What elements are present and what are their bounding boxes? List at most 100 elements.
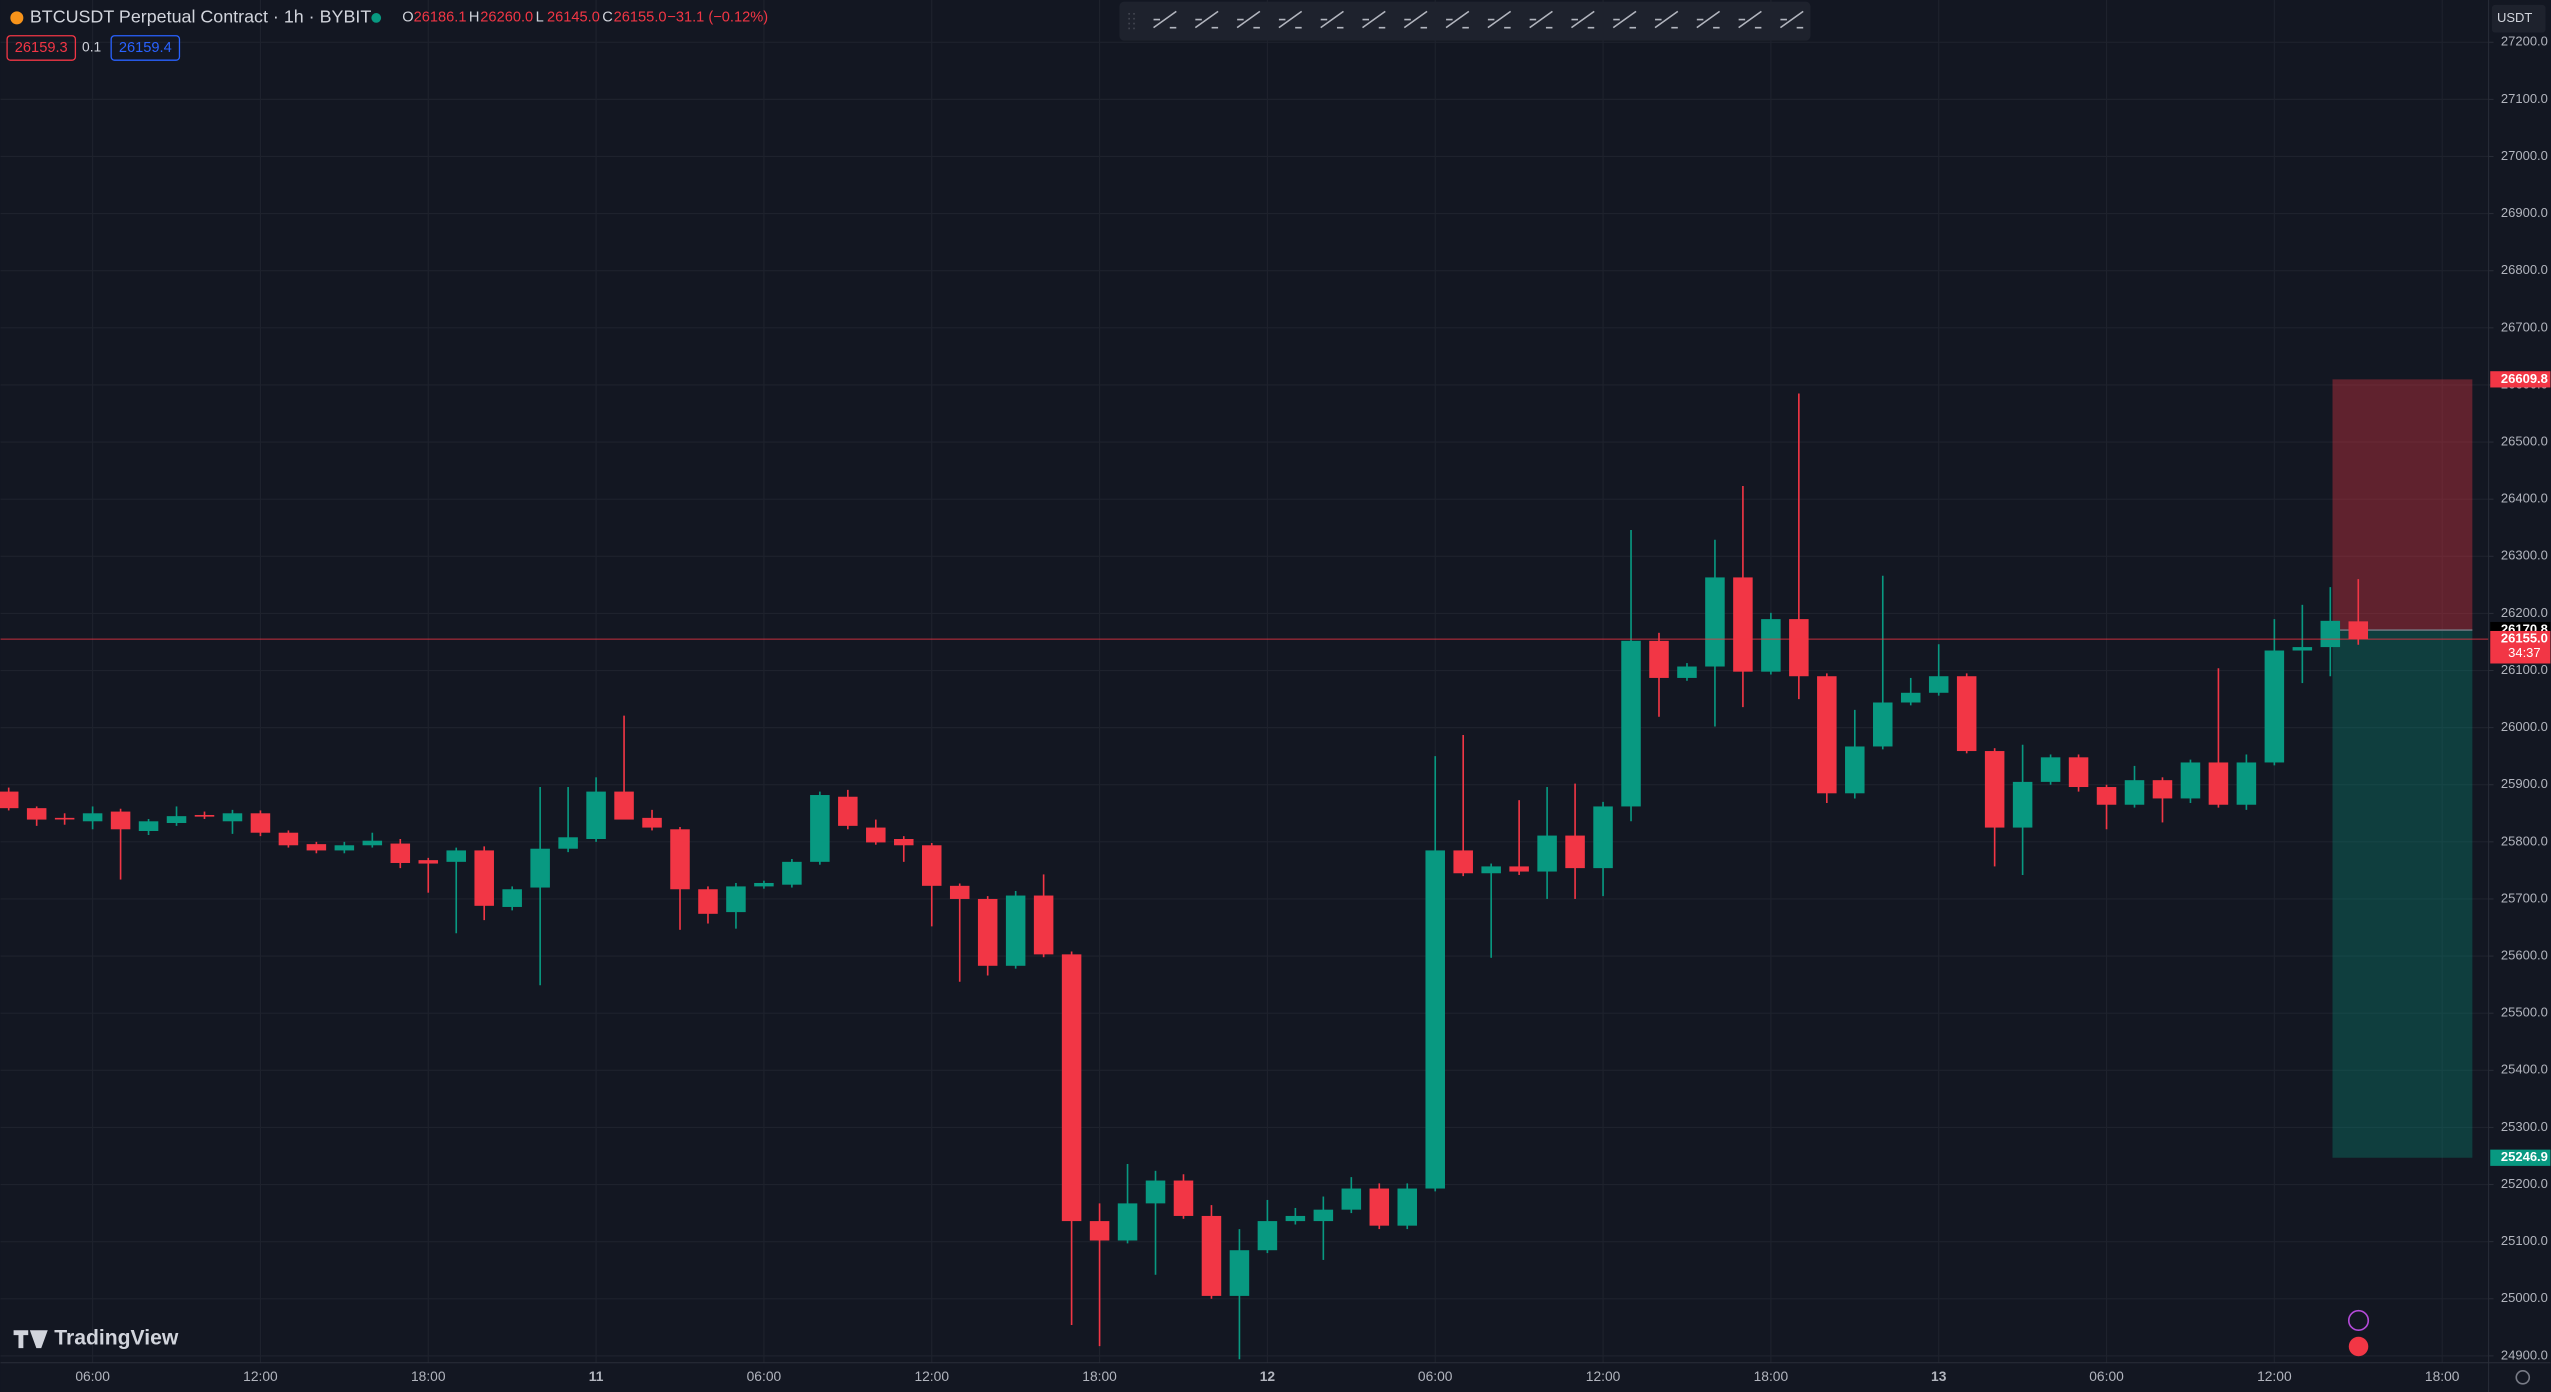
y-tick-label: 26400.0 — [2501, 491, 2548, 506]
candle-body — [0, 791, 19, 809]
x-tick-label: 18:00 — [1754, 1368, 1789, 1384]
candle-body — [2152, 780, 2173, 799]
tool-icon[interactable] — [1153, 10, 1177, 29]
candle-body — [2264, 650, 2285, 763]
price-label-bg — [2490, 371, 2551, 388]
logo: TradingView — [54, 1327, 179, 1350]
candle-body — [2068, 757, 2089, 788]
candle-body — [474, 850, 494, 906]
stop-zone[interactable] — [2332, 379, 2473, 631]
y-tick-label: 25500.0 — [2501, 1005, 2548, 1020]
candle-body — [1984, 751, 2005, 828]
tool-icon[interactable] — [1779, 10, 1804, 29]
tool-icon[interactable] — [1529, 10, 1553, 29]
tool-icon[interactable] — [1487, 10, 1512, 29]
tool-icon[interactable] — [1696, 10, 1721, 29]
ask[interactable]: 26159.4 — [119, 40, 172, 56]
candle-body — [418, 860, 439, 864]
currency-button[interactable] — [2491, 4, 2546, 33]
bid[interactable]: 26159.3 — [15, 40, 68, 56]
y-tick-label: 26700.0 — [2501, 319, 2548, 334]
y-tick-label: 26100.0 — [2501, 662, 2548, 677]
candle-body — [2292, 647, 2313, 651]
tool-icon[interactable] — [1278, 10, 1303, 29]
candle-body — [1425, 850, 1445, 1189]
y-tick-label: 26500.0 — [2501, 433, 2548, 448]
ohlc-value: 26186.1 — [414, 10, 467, 26]
y-tick-label: 27200.0 — [2501, 34, 2548, 49]
candle-body — [278, 832, 299, 846]
y-tick-label: 27100.0 — [2501, 91, 2548, 106]
candle-body — [558, 837, 578, 849]
candle-body — [1817, 676, 1837, 794]
candle-body — [698, 889, 718, 914]
candle-body — [2096, 787, 2117, 805]
x-tick-label: 18:00 — [411, 1368, 446, 1384]
x-tick-label: 12:00 — [2257, 1368, 2292, 1384]
candle-body — [250, 813, 271, 833]
y-tick-label: 25100.0 — [2501, 1233, 2548, 1248]
candle-body — [810, 795, 830, 862]
sell-button[interactable] — [6, 35, 77, 61]
currency[interactable]: USDT — [2497, 10, 2532, 25]
candle-body — [1117, 1203, 1138, 1241]
status-dot — [371, 13, 382, 23]
buy-button[interactable] — [110, 35, 181, 61]
tool-icon[interactable] — [1570, 10, 1595, 29]
y-tick-label: 25300.0 — [2501, 1119, 2548, 1134]
candle-body — [614, 791, 634, 820]
tool-icon[interactable] — [1362, 10, 1386, 29]
candle-body — [1229, 1250, 1250, 1296]
x-tick-label: 11 — [589, 1368, 604, 1384]
tool-icon[interactable] — [1654, 10, 1679, 29]
candle-body — [362, 840, 383, 846]
candle-body — [334, 845, 355, 851]
candle-body — [782, 861, 802, 885]
tool-icon[interactable] — [1612, 10, 1637, 29]
y-tick-label: 25700.0 — [2501, 890, 2548, 905]
y-tick-label: 24900.0 — [2501, 1347, 2548, 1362]
x-tick-label: 18:00 — [1082, 1368, 1117, 1384]
tool-icon[interactable] — [1194, 10, 1219, 29]
candle-body — [194, 815, 215, 817]
position-tool[interactable] — [2332, 379, 2473, 1158]
tool-icon[interactable] — [1403, 10, 1428, 29]
candle-body — [26, 808, 47, 820]
event-icon[interactable] — [2348, 1336, 2369, 1357]
countdown: 34:37 — [2508, 645, 2541, 660]
x-tick-label: 12:00 — [914, 1368, 949, 1384]
tool-icon[interactable] — [1320, 10, 1344, 29]
candle-body — [2348, 621, 2369, 640]
candle-body — [1537, 835, 1557, 872]
candle-body — [2180, 762, 2201, 799]
price-label: 26609.8 — [2501, 371, 2548, 386]
candle-body — [1873, 702, 1893, 747]
x-tick-label: 12:00 — [243, 1368, 278, 1384]
settings-icon[interactable] — [2515, 1370, 2531, 1385]
y-tick-label: 26900.0 — [2501, 205, 2548, 220]
candle-body — [1089, 1221, 1110, 1241]
candle-body — [642, 817, 662, 828]
candle-body — [1621, 640, 1641, 807]
candle-body — [586, 791, 606, 839]
candle-body — [1173, 1180, 1194, 1216]
candle-body — [1956, 676, 1977, 752]
candle-body — [1593, 806, 1613, 869]
x-tick-label: 06:00 — [1418, 1368, 1453, 1384]
x-tick-label: 06:00 — [75, 1368, 110, 1384]
price-label-bg — [2490, 1149, 2551, 1166]
y-tick-label: 26200.0 — [2501, 605, 2548, 620]
candle-body — [1761, 619, 1781, 672]
alert-icon[interactable] — [2347, 1309, 2370, 1332]
tool-icon[interactable] — [1738, 10, 1762, 29]
candle-body — [866, 827, 886, 843]
candle-body — [54, 817, 75, 820]
tool-icon[interactable] — [1445, 10, 1470, 29]
tool-icon[interactable] — [1236, 10, 1261, 29]
y-tick-label: 26000.0 — [2501, 719, 2548, 734]
candle-body — [726, 886, 746, 913]
candle-body — [1900, 692, 1921, 703]
target-zone[interactable] — [2332, 630, 2473, 1158]
